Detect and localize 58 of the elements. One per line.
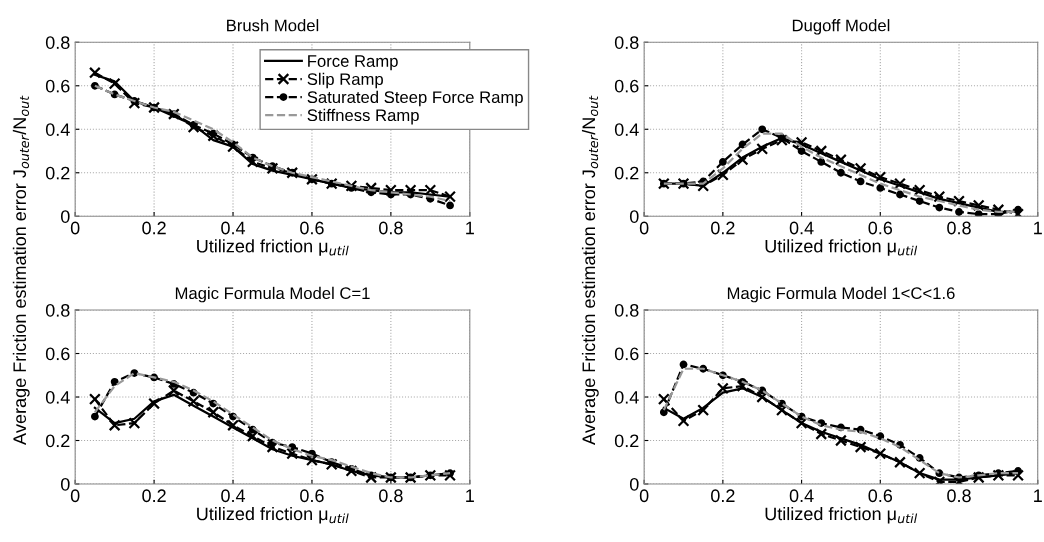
- legend-label: Slip Ramp: [307, 72, 383, 89]
- x-axis-title: Utilized friction μ$_{util}$: [765, 506, 918, 524]
- legend-label: Stiffness Ramp: [307, 108, 419, 125]
- chart-title: Magic Formula Model C=1: [175, 286, 370, 303]
- x-tick-label: 0: [639, 489, 649, 503]
- x-axis-title: Utilized friction μ$_{util}$: [765, 239, 918, 256]
- x-tick-label: 0.8: [947, 221, 971, 235]
- x-tick-label: 0: [70, 221, 80, 235]
- x-tick-label: 0.8: [379, 489, 403, 503]
- x-tick-label: 0.2: [142, 489, 166, 503]
- chart-title: Brush Model: [227, 19, 319, 32]
- chart-title: Dugoff Model: [792, 19, 890, 35]
- x-tick-label: 0.6: [868, 489, 893, 503]
- legend-label: Saturated Steep Force Ramp: [307, 90, 523, 107]
- y-tick-label: 0.2: [45, 434, 70, 448]
- y-tick-label: 0.6: [45, 79, 70, 93]
- y-tick-label: 0.4: [45, 123, 70, 136]
- y-tick-label: 0.8: [45, 36, 70, 49]
- y-tick-label: 0.4: [614, 123, 639, 136]
- x-axis-title: Utilized friction μ$_{util}$: [197, 506, 349, 524]
- x-tick-label: 0.8: [947, 489, 971, 503]
- x-tick-label: 0.6: [300, 489, 324, 503]
- x-tick-label: 0.2: [711, 489, 735, 503]
- x-tick-label: 1: [466, 221, 474, 235]
- legend-label: Force Ramp: [308, 55, 398, 71]
- y-tick-label: 0: [60, 477, 70, 491]
- x-tick-label: 1: [466, 489, 474, 502]
- x-tick-label: 0.2: [711, 221, 735, 235]
- y-tick-label: 0.4: [614, 390, 639, 404]
- x-tick-label: 0.2: [142, 221, 166, 235]
- x-tick-label: 1: [1034, 221, 1042, 235]
- x-tick-label: 0.6: [868, 221, 893, 235]
- y-tick-label: 0.6: [614, 347, 639, 361]
- x-tick-label: 0.8: [379, 221, 403, 235]
- x-axis-title: Utilized friction μ$_{util}$: [197, 239, 349, 256]
- y-tick-label: 0.4: [45, 390, 70, 404]
- y-tick-label: 0: [629, 477, 639, 491]
- y-tick-label: 0: [60, 210, 70, 223]
- x-tick-label: 0.4: [221, 221, 246, 235]
- x-tick-label: 0.4: [789, 221, 814, 235]
- y-tick-label: 0: [629, 210, 639, 223]
- x-tick-label: 0.4: [221, 489, 246, 503]
- x-tick-label: 1: [1034, 489, 1042, 502]
- y-tick-label: 0.6: [614, 79, 639, 93]
- y-tick-label: 0.2: [614, 434, 639, 448]
- y-tick-label: 0.6: [45, 347, 70, 361]
- y-tick-label: 0.8: [45, 303, 70, 317]
- y-axis-title: Average Friction estimation error J$_{outer}$/N$_{out}$: [12, 95, 30, 446]
- x-tick-label: 0.6: [300, 221, 324, 235]
- y-axis-title: Average Friction estimation error J$_{outer}$/N$_{out}$: [581, 95, 599, 446]
- chart-title: Magic Formula Model 1<C<1.6: [727, 286, 955, 303]
- y-tick-label: 0.8: [614, 303, 639, 317]
- x-tick-label: 0.4: [789, 489, 814, 503]
- y-tick-label: 0.2: [614, 166, 639, 180]
- x-tick-label: 0: [70, 489, 80, 503]
- y-tick-label: 0.8: [614, 36, 639, 49]
- y-tick-label: 0.2: [45, 166, 70, 180]
- x-tick-label: 0: [639, 221, 649, 235]
